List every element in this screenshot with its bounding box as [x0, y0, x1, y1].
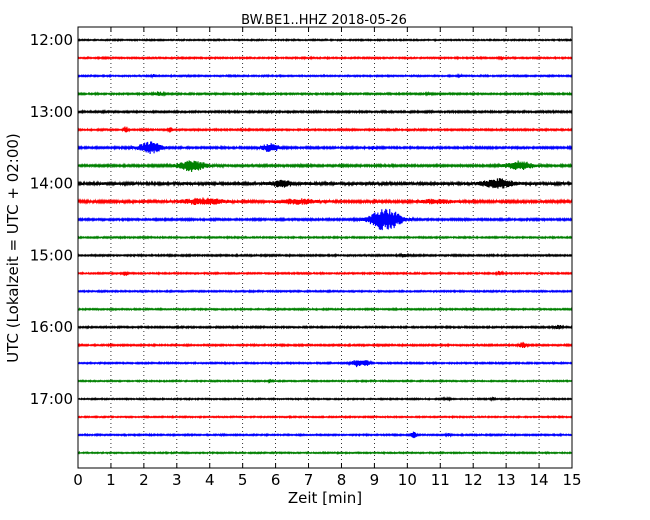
trace-1445: [77, 235, 573, 240]
trace-1430: [77, 208, 573, 231]
trace-1615: [77, 341, 573, 349]
trace-1700: [77, 396, 573, 402]
trace-1245: [77, 90, 573, 97]
trace-1315: [77, 126, 573, 133]
trace-1745: [77, 450, 573, 456]
x-tick-label: 13: [497, 471, 516, 489]
trace-1215: [77, 55, 573, 61]
trace-1545: [77, 306, 573, 312]
trace-1500: [77, 252, 573, 259]
y-tick-label: 12:00: [30, 31, 73, 49]
trace-1330: [77, 141, 573, 154]
y-tick-label: 17:00: [30, 390, 73, 408]
trace-1230: [77, 73, 573, 80]
trace-1300: [77, 109, 573, 115]
chart-title: BW.BE1..HHZ 2018-05-26: [241, 13, 407, 28]
x-tick-label: 15: [562, 471, 581, 489]
x-tick-label: 5: [238, 471, 248, 489]
x-axis-label: Zeit [min]: [288, 489, 362, 507]
grid-lines: [110, 27, 540, 468]
x-tick-label: 12: [464, 471, 483, 489]
plot-frame: [77, 26, 573, 469]
trace-1345: [77, 160, 573, 173]
x-tick-label: 8: [337, 471, 347, 489]
trace-1630: [77, 359, 573, 368]
x-tick-label: 11: [431, 471, 450, 489]
trace-1715: [77, 414, 573, 420]
trace-1400: [77, 178, 573, 189]
x-tick-label: 3: [172, 471, 182, 489]
trace-1200: [77, 37, 573, 43]
x-tick-label: 0: [73, 471, 83, 489]
x-tick-label: 1: [106, 471, 116, 489]
x-tick-label: 7: [304, 471, 314, 489]
y-tick-label: 16:00: [30, 318, 73, 336]
x-tick-label: 6: [271, 471, 281, 489]
x-tick-label: 4: [205, 471, 215, 489]
y-tick-label: 14:00: [30, 175, 73, 193]
x-tick-label: 2: [139, 471, 149, 489]
trace-1515: [77, 270, 573, 277]
trace-1415: [77, 197, 573, 206]
y-tick-label: 15:00: [30, 246, 73, 264]
x-tick-label: 9: [370, 471, 380, 489]
traces: [77, 37, 573, 456]
x-tick-label: 10: [398, 471, 417, 489]
y-axis-label: UTC (Lokalzeit = UTC + 02:00): [4, 133, 22, 363]
y-tick-label: 13:00: [30, 103, 73, 121]
x-tick-label: 14: [530, 471, 549, 489]
trace-1730: [77, 431, 573, 439]
trace-1600: [77, 324, 573, 330]
y-axis: 12:00 13:00 14:00 15:00 16:00 17:00: [30, 31, 572, 408]
x-axis: 0 1 2 3 4 5 6 7 8 9 10 11 12 13 14 15: [73, 27, 582, 489]
trace-1645: [77, 378, 573, 384]
trace-1530: [77, 288, 573, 294]
